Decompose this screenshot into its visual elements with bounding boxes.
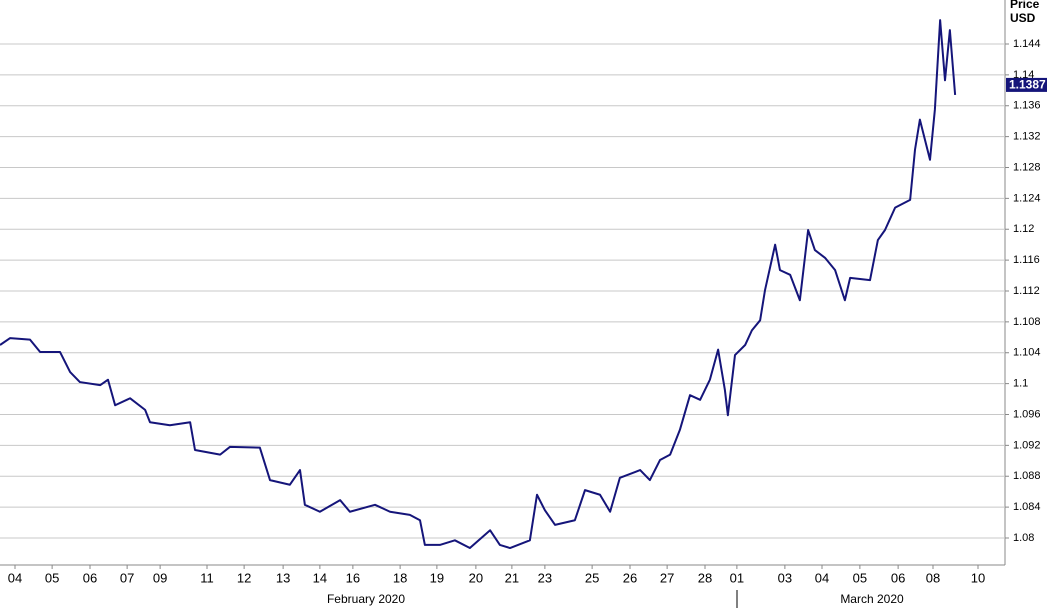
x-tick-label: 05 — [853, 570, 867, 585]
x-tick-label: 09 — [153, 570, 167, 585]
x-tick-label: 07 — [120, 570, 134, 585]
x-tick-label: 06 — [83, 570, 97, 585]
y-tick-label: 1.08 — [1013, 532, 1034, 544]
x-tick-label: 19 — [430, 570, 444, 585]
y-tick-label: 1.14 — [1013, 69, 1034, 81]
month-label: February 2020 — [327, 592, 405, 606]
price-line — [0, 19, 957, 550]
last-price-box — [1006, 77, 1047, 92]
y-axis-title: Price — [1010, 0, 1040, 11]
y-tick-label: 1.144 — [1013, 38, 1041, 50]
x-tick-label: 06 — [891, 570, 905, 585]
y-tick-label: 1.1 — [1013, 378, 1028, 390]
x-tick-label: 23 — [538, 570, 552, 585]
y-tick-label: 1.124 — [1013, 192, 1041, 204]
x-tick-label: 26 — [623, 570, 637, 585]
x-tick-label: 28 — [698, 570, 712, 585]
x-tick-label: 18 — [393, 570, 407, 585]
x-tick-label: 25 — [585, 570, 599, 585]
x-tick-label: 04 — [815, 570, 829, 585]
x-tick-label: 12 — [237, 570, 251, 585]
x-tick-label: 14 — [313, 570, 327, 585]
x-tick-label: 05 — [45, 570, 59, 585]
y-tick-label: 1.108 — [1013, 316, 1041, 328]
x-tick-label: 16 — [346, 570, 360, 585]
y-tick-label: 1.096 — [1013, 408, 1041, 420]
y-tick-label: 1.112 — [1013, 285, 1040, 297]
month-label: March 2020 — [840, 592, 904, 606]
y-tick-label: 1.12 — [1013, 223, 1034, 235]
x-tick-label: 08 — [926, 570, 940, 585]
y-tick-label: 1.084 — [1013, 501, 1041, 513]
x-tick-label: 27 — [660, 570, 674, 585]
x-tick-label: 21 — [505, 570, 519, 585]
x-tick-label: 10 — [971, 570, 985, 585]
x-tick-label: 13 — [276, 570, 290, 585]
x-tick-label: 11 — [200, 570, 214, 585]
x-tick-label: 04 — [8, 570, 22, 585]
y-tick-label: 1.104 — [1013, 347, 1041, 359]
y-tick-label: 1.128 — [1013, 161, 1041, 173]
x-tick-label: 03 — [778, 570, 792, 585]
y-tick-label: 1.088 — [1013, 470, 1041, 482]
y-tick-label: 1.132 — [1013, 131, 1041, 143]
y-tick-label: 1.136 — [1013, 100, 1041, 112]
y-axis-unit: USD — [1010, 11, 1036, 25]
y-tick-label: 1.092 — [1013, 439, 1041, 451]
y-tick-label: 1.116 — [1013, 254, 1040, 266]
x-tick-label: 01 — [730, 570, 744, 585]
last-price-label: 1.1387 — [1009, 78, 1046, 92]
x-tick-label: 20 — [469, 570, 483, 585]
